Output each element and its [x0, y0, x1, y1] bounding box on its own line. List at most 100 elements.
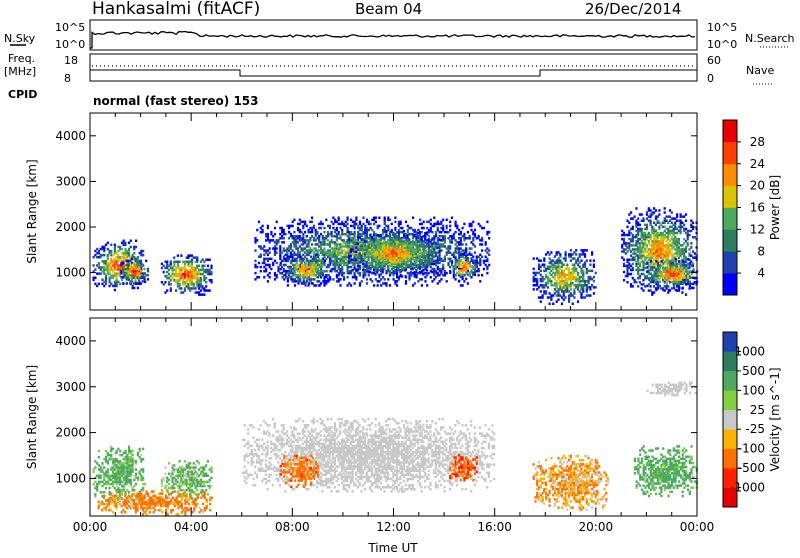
data-cell: [100, 475, 102, 478]
data-cell: [465, 278, 467, 281]
data-cell: [119, 450, 121, 453]
data-cell: [270, 231, 272, 234]
data-cell: [317, 256, 319, 259]
data-cell: [274, 233, 276, 236]
data-cell: [359, 272, 361, 275]
data-cell: [573, 296, 575, 299]
data-cell: [683, 224, 685, 227]
data-cell: [438, 238, 440, 241]
data-cell: [671, 211, 673, 214]
data-cell: [681, 291, 683, 294]
data-cell: [122, 282, 124, 285]
colorbar-swatch: [723, 229, 737, 251]
data-cell: [285, 233, 287, 236]
data-cell: [391, 223, 393, 226]
data-cell: [254, 260, 256, 263]
data-cell: [319, 284, 321, 287]
data-cell: [387, 278, 389, 281]
data-cell: [274, 227, 276, 230]
data-cell: [405, 221, 407, 224]
data-cell: [269, 264, 271, 267]
data-cell: [435, 242, 437, 245]
data-cell: [446, 272, 448, 275]
data-cell: [646, 224, 648, 227]
data-cell: [98, 262, 100, 265]
data-cell: [384, 217, 386, 220]
data-cell: [421, 231, 423, 234]
data-cell: [143, 268, 145, 271]
data-cell: [478, 268, 480, 271]
data-cell: [287, 260, 289, 263]
data-cell: [348, 238, 350, 241]
data-cell: [678, 238, 680, 241]
data-cell: [140, 260, 142, 263]
data-cell: [481, 274, 483, 277]
data-cell: [419, 255, 421, 258]
data-cell: [591, 270, 593, 273]
data-cell: [664, 211, 666, 214]
data-cell: [533, 288, 535, 291]
data-cell: [650, 220, 652, 223]
data-cell: [135, 240, 137, 243]
data-cell: [270, 258, 272, 261]
data-cell: [630, 273, 632, 276]
cpid-label: CPID: [8, 88, 37, 101]
data-cell: [678, 260, 680, 263]
data-cell: [593, 280, 595, 283]
data-cell: [347, 223, 349, 226]
data-cell: [419, 244, 421, 247]
frequency-panel: [90, 54, 697, 81]
data-cell: [593, 264, 595, 267]
data-cell: [347, 227, 349, 230]
data-cell: [642, 217, 644, 220]
data-cell: [380, 234, 382, 237]
data-cell: [338, 231, 340, 234]
data-cell: [462, 243, 464, 246]
data-cell: [685, 264, 687, 267]
data-cell: [135, 258, 137, 261]
data-cell: [463, 223, 465, 226]
data-cell: [329, 225, 331, 228]
data-cell: [426, 269, 428, 272]
data-cell: [328, 274, 330, 277]
data-cell: [373, 238, 375, 241]
data-cell: [175, 289, 177, 292]
data-cell: [121, 279, 123, 282]
data-cell: [329, 270, 331, 273]
data-cell: [449, 229, 451, 232]
data-cell: [375, 217, 377, 220]
data-cell: [632, 267, 634, 270]
data-cell: [377, 284, 379, 287]
data-cell: [370, 223, 372, 226]
data-cell: [692, 283, 694, 286]
data-cell: [550, 251, 552, 254]
data-cell: [671, 262, 673, 265]
data-cell: [207, 265, 209, 268]
data-cell: [467, 257, 469, 260]
data-cell: [419, 219, 421, 222]
data-cell: [428, 244, 430, 247]
data-cell: [110, 454, 112, 457]
data-cell: [254, 272, 256, 275]
data-cell: [646, 262, 648, 265]
data-cell: [163, 271, 165, 274]
data-cell: [428, 235, 430, 238]
data-cell: [623, 238, 625, 241]
data-cell: [329, 262, 331, 265]
y-tick-label: 4000: [55, 129, 86, 143]
data-cell: [449, 272, 451, 275]
data-cell: [324, 260, 326, 263]
data-cell: [623, 279, 625, 282]
data-cell: [375, 221, 377, 224]
data-cell: [486, 258, 488, 261]
data-cell: [263, 276, 265, 279]
data-cell: [209, 259, 211, 262]
data-cell: [488, 264, 490, 267]
nave-label: Nave: [746, 64, 774, 77]
frequency-trace: [90, 70, 697, 76]
data-cell: [488, 249, 490, 252]
data-cell: [463, 280, 465, 283]
data-cell: [323, 247, 325, 250]
data-cell: [675, 264, 677, 267]
